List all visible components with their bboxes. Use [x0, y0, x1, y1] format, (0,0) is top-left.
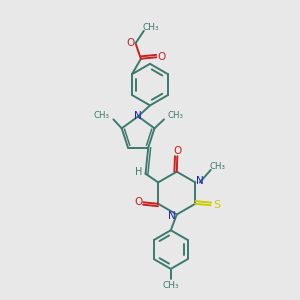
- Text: N: N: [168, 211, 176, 221]
- Text: CH₃: CH₃: [94, 111, 110, 120]
- Text: O: O: [134, 197, 142, 207]
- Text: CH₃: CH₃: [142, 23, 159, 32]
- Text: N: N: [134, 111, 142, 122]
- Text: S: S: [214, 200, 221, 210]
- Text: O: O: [173, 146, 182, 156]
- Text: CH₃: CH₃: [163, 281, 179, 290]
- Text: O: O: [126, 38, 135, 48]
- Text: O: O: [157, 52, 166, 62]
- Text: CH₃: CH₃: [209, 162, 225, 171]
- Text: CH₃: CH₃: [168, 111, 184, 120]
- Text: H: H: [135, 167, 143, 177]
- Text: N: N: [196, 176, 204, 186]
